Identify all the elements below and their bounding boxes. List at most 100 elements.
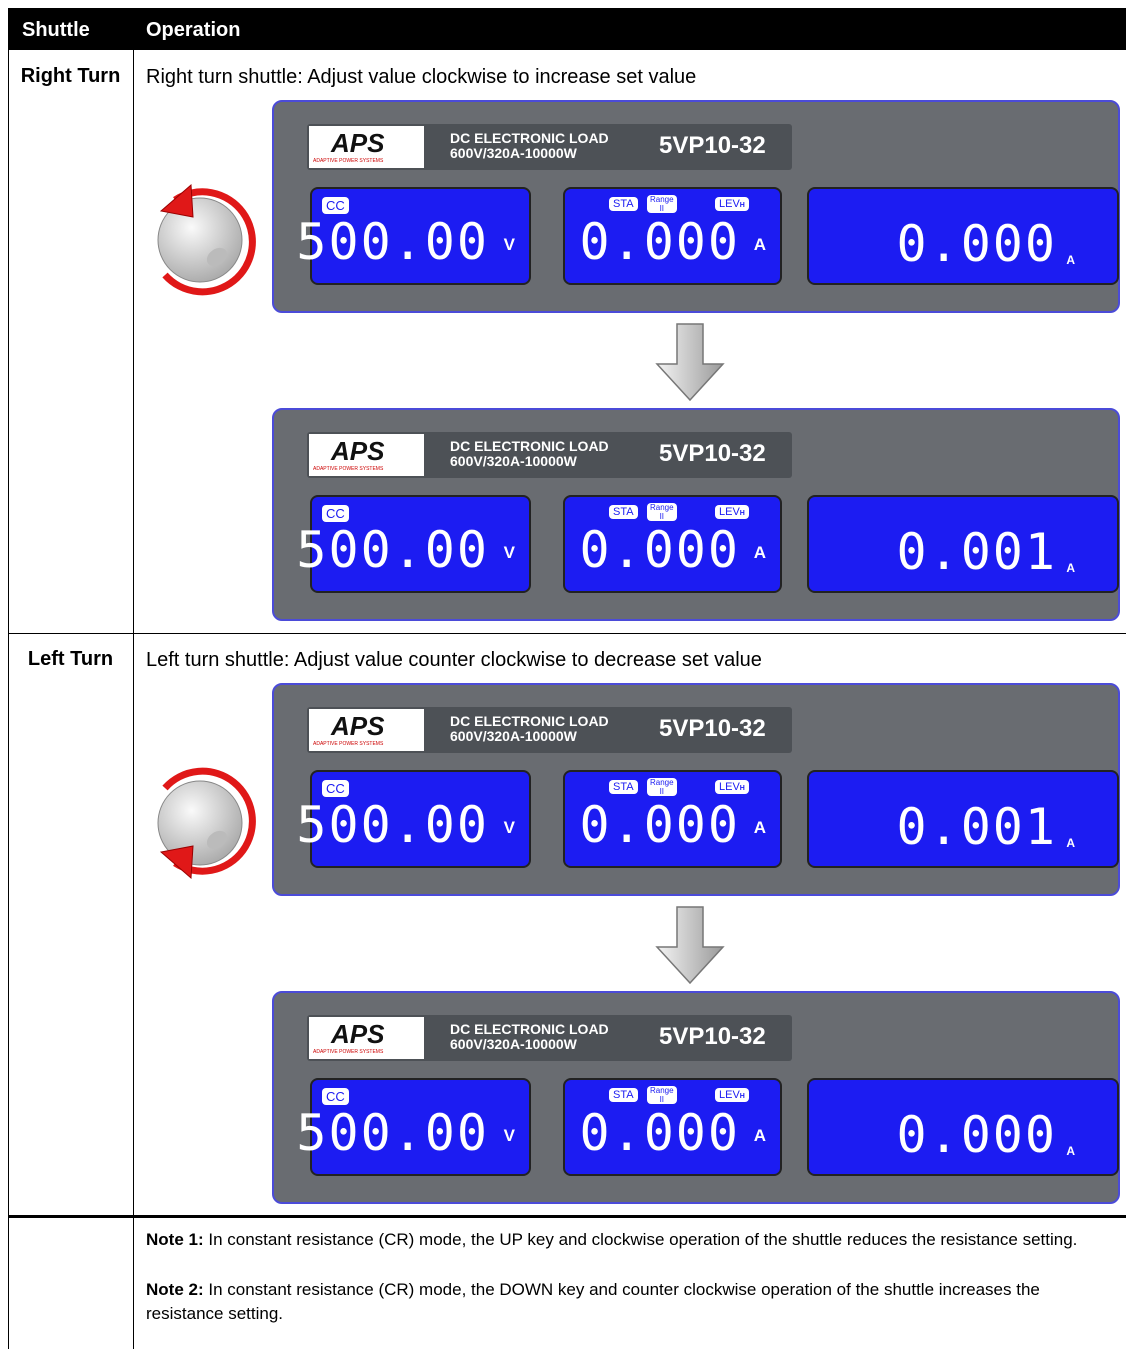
level-value: H xyxy=(739,202,745,209)
instrument-panel: APS ADAPTIVE POWER SYSTEMS DC ELECTRONIC L… xyxy=(272,683,1120,896)
lcd-display: STA Range II LEV H 0.000 A xyxy=(563,187,782,285)
status-badge: STA xyxy=(609,505,638,519)
lcd-display: 0.000 A xyxy=(807,1078,1119,1176)
note-label: Note 1: xyxy=(146,1230,204,1249)
logo-subtext: ADAPTIVE POWER SYSTEMS xyxy=(313,466,384,472)
lcd-display: CC 500.00 V xyxy=(296,187,531,285)
logo-box: APS ADAPTIVE POWER SYSTEMS xyxy=(309,709,424,751)
lcd-display: STA Range II LEV H 0.000 A xyxy=(563,1078,782,1176)
display-unit: V xyxy=(503,543,515,562)
instrument-panel: APS ADAPTIVE POWER SYSTEMS DC ELECTRONIC L… xyxy=(272,100,1120,313)
lcd-display: 0.001 A xyxy=(807,495,1119,593)
display-value: 0.000 xyxy=(579,796,740,854)
display-unit: V xyxy=(503,1126,515,1145)
shuttle-name: Right Turn xyxy=(20,65,121,87)
row-divider xyxy=(8,633,1126,634)
status-badge: STA xyxy=(609,1088,638,1102)
display-unit: A xyxy=(753,818,766,837)
display-value: 500.00 xyxy=(296,213,489,271)
display-unit: A xyxy=(1066,253,1075,267)
display-value: 0.001 xyxy=(896,798,1057,856)
display-unit: V xyxy=(503,235,515,254)
shuttle-knob xyxy=(157,183,256,296)
model: 5VP10-32 xyxy=(659,715,766,742)
range-badge: Range II xyxy=(647,1086,677,1104)
logo-box: APS ADAPTIVE POWER SYSTEMS xyxy=(309,126,424,168)
range-level: II xyxy=(659,512,665,521)
range-badge: Range II xyxy=(647,778,677,796)
level-label: LEV xyxy=(719,198,740,210)
range-label: Range xyxy=(650,1086,674,1095)
rotation-arrow xyxy=(159,183,256,296)
level-badge: LEV H xyxy=(715,780,749,794)
display-value: 500.00 xyxy=(296,796,489,854)
level-value: H xyxy=(739,1093,745,1100)
level-value: H xyxy=(739,510,745,517)
note: Note 1: In constant resistance (CR) mode… xyxy=(146,1228,1106,1252)
operation-description: Left turn shuttle: Adjust value counter … xyxy=(146,649,762,671)
lcd-display: 0.000 A xyxy=(807,187,1119,285)
lcd-display: STA Range II LEV H 0.000 A xyxy=(563,770,782,868)
mode-badge: CC xyxy=(322,780,349,797)
display-unit: A xyxy=(753,543,766,562)
arrow-shape xyxy=(655,906,725,985)
rating: 600V/320A-10000W xyxy=(450,1036,577,1052)
logo-text: APS xyxy=(331,128,385,158)
shuttle-name: Left Turn xyxy=(27,648,114,670)
logo-text: APS xyxy=(331,436,385,466)
operation-description: Right turn shuttle: Adjust value clockwi… xyxy=(146,66,697,88)
note-text: In constant resistance (CR) mode, the DO… xyxy=(146,1280,1040,1323)
level-badge: LEV H xyxy=(715,1088,749,1102)
display-unit: A xyxy=(753,1126,766,1145)
level-label: LEV xyxy=(719,1089,740,1101)
display-value: 0.000 xyxy=(579,1104,740,1162)
display-value: 500.00 xyxy=(296,521,489,579)
range-label: Range xyxy=(650,195,674,204)
product-name: DC ELECTRONIC LOAD xyxy=(450,438,609,454)
display-value: 0.000 xyxy=(579,213,740,271)
down-arrow xyxy=(655,906,725,985)
lcd-display: CC 500.00 V xyxy=(296,495,531,593)
range-level: II xyxy=(659,1095,665,1104)
lcd-display: 0.001 A xyxy=(807,770,1119,868)
display-unit: A xyxy=(1066,561,1075,575)
display-value: 0.000 xyxy=(579,521,740,579)
logo-subtext: ADAPTIVE POWER SYSTEMS xyxy=(313,158,384,164)
down-arrow xyxy=(655,323,725,402)
rotation-arc xyxy=(162,188,256,296)
level-label: LEV xyxy=(719,506,740,518)
product-name: DC ELECTRONIC LOAD xyxy=(450,130,609,146)
model: 5VP10-32 xyxy=(659,440,766,467)
logo-text: APS xyxy=(331,711,385,741)
knob-dimple xyxy=(206,247,228,267)
display-unit: V xyxy=(503,818,515,837)
display-unit: A xyxy=(1066,836,1075,850)
column-divider xyxy=(133,50,134,1349)
logo-subtext: ADAPTIVE POWER SYSTEMS xyxy=(313,1049,384,1055)
level-label: LEV xyxy=(719,781,740,793)
range-level: II xyxy=(659,787,665,796)
rating: 600V/320A-10000W xyxy=(450,145,577,161)
instrument-panel: APS ADAPTIVE POWER SYSTEMS DC ELECTRONIC L… xyxy=(272,408,1120,621)
logo-box: APS ADAPTIVE POWER SYSTEMS xyxy=(309,434,424,476)
model: 5VP10-32 xyxy=(659,132,766,159)
range-level: II xyxy=(659,204,665,213)
display-value: 500.00 xyxy=(296,1104,489,1162)
lcd-display: CC 500.00 V xyxy=(296,770,531,868)
arrow-head xyxy=(159,845,194,880)
rating: 600V/320A-10000W xyxy=(450,728,577,744)
mode-badge: CC xyxy=(322,197,349,214)
rating: 600V/320A-10000W xyxy=(450,453,577,469)
rotation-arrow xyxy=(159,767,256,880)
logo-subtext: ADAPTIVE POWER SYSTEMS xyxy=(313,741,384,747)
shuttle-knob xyxy=(157,767,256,880)
instrument-panel: APS ADAPTIVE POWER SYSTEMS DC ELECTRONIC L… xyxy=(272,991,1120,1204)
status-badge: STA xyxy=(609,197,638,211)
display-unit: A xyxy=(753,235,766,254)
range-label: Range xyxy=(650,503,674,512)
arrow-shape xyxy=(655,323,725,402)
knob-dimple xyxy=(206,830,228,850)
note-label: Note 2: xyxy=(146,1280,204,1299)
product-name: DC ELECTRONIC LOAD xyxy=(450,713,609,729)
